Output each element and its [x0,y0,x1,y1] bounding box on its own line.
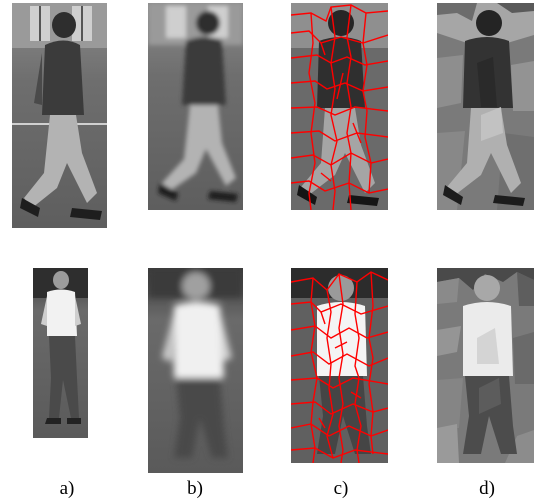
segmentation-row2-d [437,268,534,463]
label-d: d) [479,478,495,499]
label-c: c) [333,478,349,499]
label-a: a) [59,478,75,499]
superpixel-row2-c [291,268,388,463]
photo-row1-b [148,3,243,210]
photo-row2-a [33,268,88,438]
label-b: b) [187,478,203,499]
segmentation-row1-d [437,3,534,210]
photo-row1-a [12,3,107,228]
superpixel-row1-c [291,3,388,210]
photo-row2-b [148,268,243,473]
